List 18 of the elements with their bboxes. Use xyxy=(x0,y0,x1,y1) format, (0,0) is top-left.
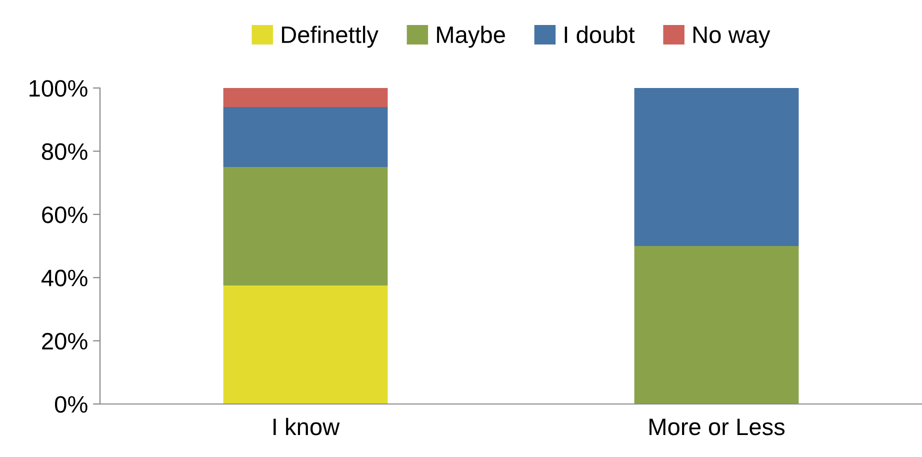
bar xyxy=(223,88,388,107)
y-tick-label: 40% xyxy=(41,270,88,286)
bar xyxy=(223,167,388,286)
y-tick-label: 100% xyxy=(30,80,88,97)
legend-label: No way xyxy=(693,26,770,48)
x-tick-label: I know xyxy=(274,418,340,436)
bar xyxy=(223,286,388,404)
bar xyxy=(634,88,799,246)
bar xyxy=(223,106,388,167)
legend-label: Maybe xyxy=(437,26,505,48)
x-tick-label: More or Less xyxy=(650,418,785,436)
bar xyxy=(634,246,799,404)
y-tick-label: 20% xyxy=(42,332,88,350)
legend-label: I doubt xyxy=(564,26,635,44)
y-tick-label: 80% xyxy=(42,143,88,160)
legend-label: Definettly xyxy=(282,26,378,48)
y-tick-label: 60% xyxy=(42,206,88,224)
y-tick-label: 0% xyxy=(54,396,88,413)
